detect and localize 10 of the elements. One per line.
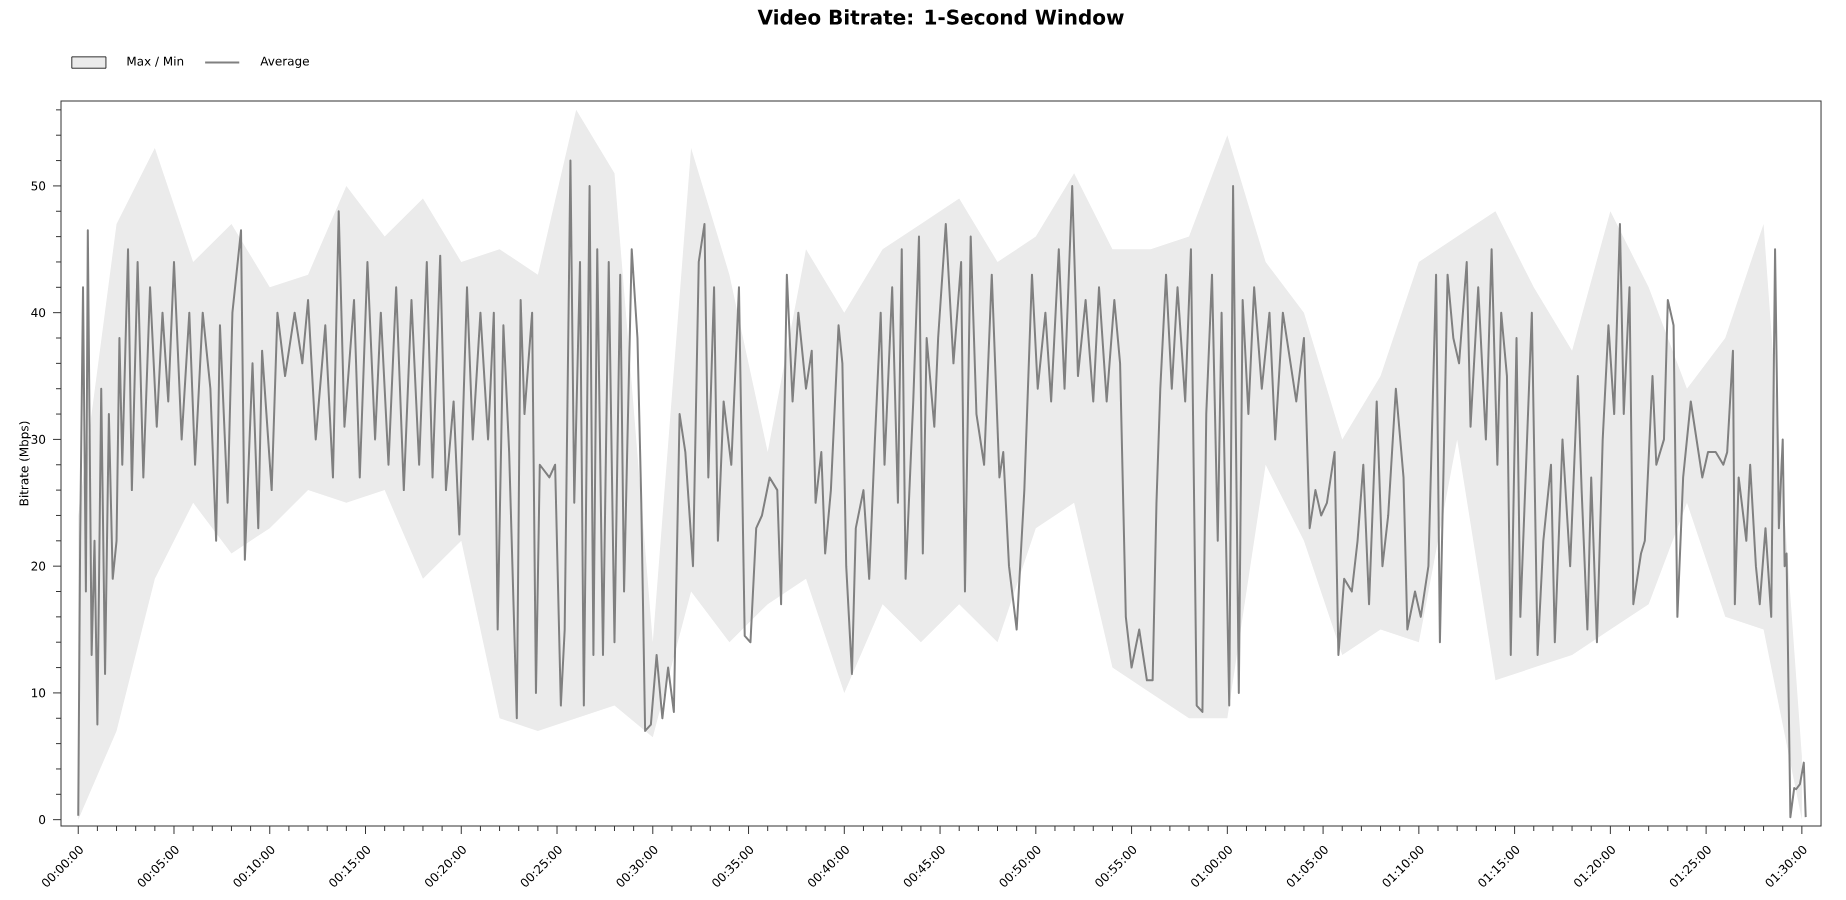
- y-tick-label: 40: [31, 308, 46, 318]
- y-tick-label: 0: [39, 815, 46, 825]
- y-tick-label: 10: [31, 688, 46, 698]
- chart-title: Video Bitrate: 1-Second Window: [757, 9, 1124, 25]
- legend-label: Max / Min: [127, 56, 184, 67]
- y-tick-label: 50: [31, 181, 46, 191]
- y-axis-title: Bitrate (Mbps): [19, 421, 31, 506]
- legend-label: Average: [260, 56, 309, 68]
- y-tick-label: 30: [31, 434, 46, 444]
- y-tick-label: 20: [31, 561, 46, 571]
